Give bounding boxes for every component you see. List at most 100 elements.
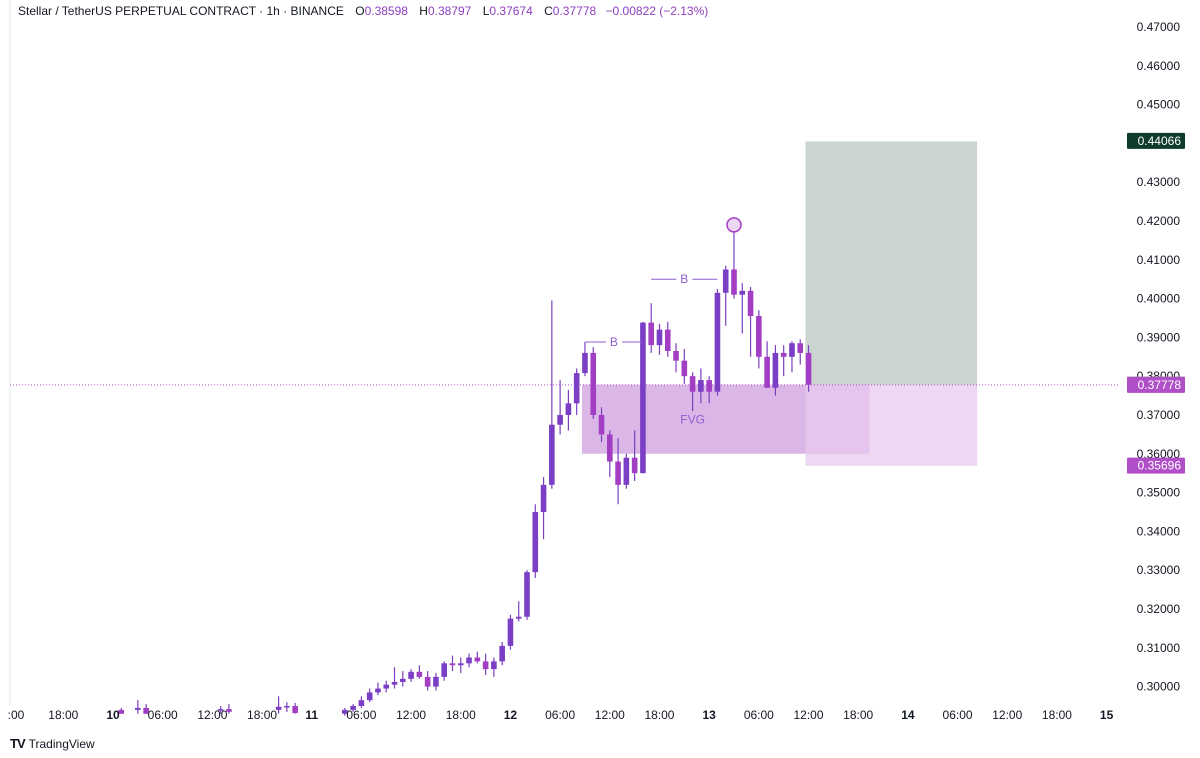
candle-body <box>681 360 688 377</box>
candle <box>457 657 464 674</box>
candle <box>747 286 754 357</box>
candle <box>739 283 746 334</box>
x-axis-tick: 10 <box>106 708 120 722</box>
tradingview-logo-icon: TV <box>10 736 26 751</box>
y-axis-tick: 0.41000 <box>1137 253 1181 267</box>
candle-body <box>797 343 804 353</box>
candle-body <box>135 707 141 710</box>
candle <box>143 704 149 714</box>
candle <box>797 339 804 365</box>
candle <box>217 706 224 714</box>
candle-body <box>441 663 447 677</box>
candle <box>524 570 530 620</box>
candle <box>756 310 762 369</box>
x-axis-tick: 14 <box>901 708 915 722</box>
x-axis-tick: 12:00 <box>992 708 1022 722</box>
x-axis-tick: 12:00 <box>197 708 227 722</box>
low-label: L <box>482 4 490 18</box>
candle <box>681 349 688 384</box>
open-label: O <box>355 4 365 18</box>
candle <box>433 673 439 691</box>
candle-body <box>400 678 406 682</box>
candle <box>722 265 729 326</box>
candle <box>573 368 580 415</box>
candle <box>565 389 572 431</box>
candle <box>408 669 414 682</box>
close-label: C <box>544 4 553 18</box>
axis-price-label: 0.44066 <box>1127 132 1185 149</box>
candle-body <box>507 618 514 646</box>
candle <box>805 345 812 392</box>
candle <box>515 601 522 622</box>
low-value: 0.37674 <box>489 4 533 18</box>
candle <box>640 321 646 474</box>
bos-label: B <box>610 335 618 349</box>
candle-body <box>673 350 679 361</box>
candle-body <box>424 676 431 687</box>
swing-high-marker-icon <box>726 217 742 233</box>
candle <box>491 657 497 677</box>
brand-name: TradingView <box>28 736 95 751</box>
candle <box>615 438 621 505</box>
candle <box>292 702 298 714</box>
candle <box>731 224 737 299</box>
candle-body <box>433 676 439 687</box>
candle <box>366 688 373 703</box>
y-axis-tick: 0.42000 <box>1137 214 1181 228</box>
candle-body <box>598 415 605 435</box>
axis-price-label-text: 0.37778 <box>1138 378 1182 392</box>
candle <box>706 376 712 404</box>
y-axis-tick: 0.30000 <box>1137 680 1181 694</box>
candle-body <box>358 700 365 706</box>
candle <box>466 653 472 668</box>
candle <box>350 704 356 712</box>
candle-body <box>375 688 381 693</box>
y-axis-tick: 0.40000 <box>1137 292 1181 306</box>
tradingview-brand[interactable]: TV TradingView <box>10 736 95 751</box>
candle <box>540 477 547 540</box>
candle <box>664 321 671 357</box>
candle <box>358 696 365 708</box>
candle-body <box>275 706 282 710</box>
candle-body <box>524 572 530 617</box>
candle <box>656 323 663 355</box>
candle-body <box>573 373 580 404</box>
candle <box>391 667 398 689</box>
candle <box>416 665 423 679</box>
candle-body <box>408 671 414 679</box>
candle-body <box>366 692 373 701</box>
x-axis-tick: :00 <box>8 708 25 722</box>
candle-body <box>607 434 613 462</box>
candle-body <box>515 616 522 619</box>
y-axis-tick: 0.32000 <box>1137 602 1181 616</box>
candle <box>780 345 787 377</box>
candle-body <box>226 709 232 712</box>
candle <box>135 700 141 714</box>
candle <box>598 407 605 443</box>
candle <box>441 661 447 681</box>
candle <box>383 680 390 693</box>
axis-price-label-bg <box>1127 132 1185 149</box>
high-value: 0.38797 <box>427 4 472 18</box>
bos-label: B <box>680 272 688 286</box>
candle-body <box>217 709 224 711</box>
y-axis-tick: 0.47000 <box>1137 20 1181 34</box>
y-axis-tick: 0.39000 <box>1137 330 1181 344</box>
axis-price-label-bg <box>1127 376 1185 393</box>
candle <box>648 303 654 353</box>
candle-body <box>342 709 348 714</box>
fvg-label: FVG <box>680 412 705 426</box>
candle-body <box>756 316 762 357</box>
candle <box>275 696 282 714</box>
candle <box>590 347 597 419</box>
candle-body <box>722 269 729 293</box>
x-axis-tick: 06:00 <box>943 708 973 722</box>
candle-body <box>714 292 721 392</box>
candle-body <box>549 424 555 485</box>
candle-body <box>615 461 621 485</box>
candle-body <box>391 681 398 685</box>
candle-body <box>582 352 588 374</box>
target-zone <box>805 141 978 385</box>
candle-body <box>789 343 795 357</box>
